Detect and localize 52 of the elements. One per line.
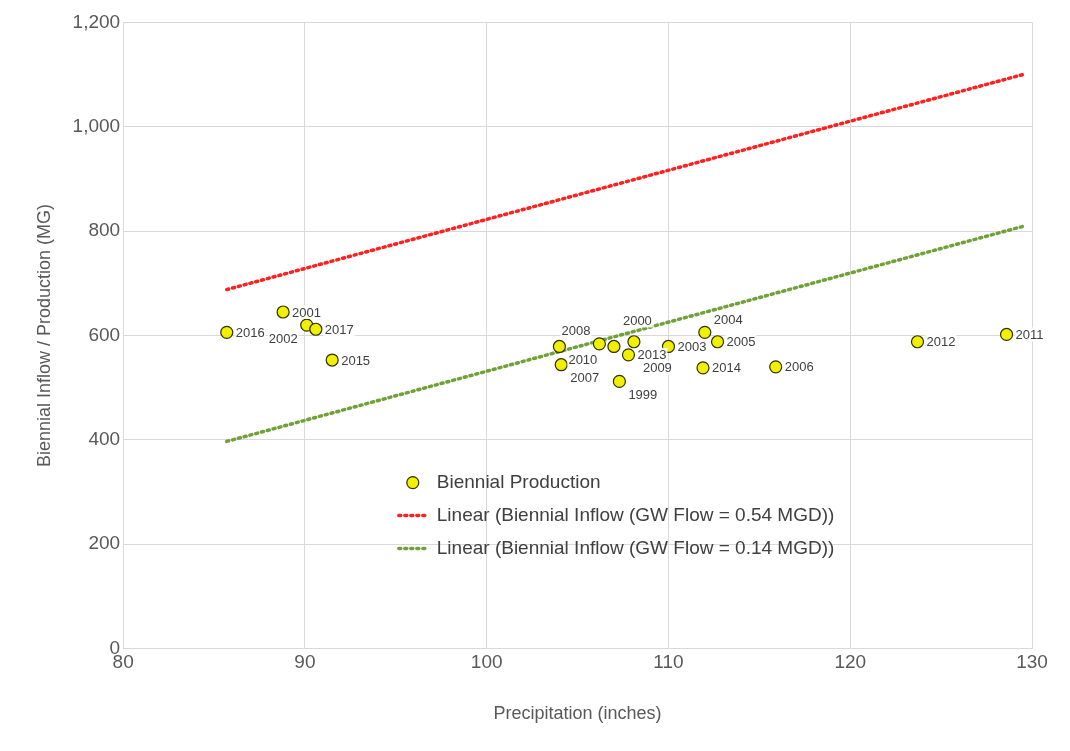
annotation: 2015 xyxy=(341,352,371,368)
point xyxy=(710,335,725,349)
x-tick-label: 110 xyxy=(653,651,684,673)
annotation: 2004 xyxy=(713,311,743,327)
y-tick-label: 400 xyxy=(88,428,121,450)
point xyxy=(607,339,621,354)
annotation: 2014 xyxy=(711,360,741,376)
annotation: 2001 xyxy=(292,304,322,320)
y-tick-label: 600 xyxy=(88,323,121,345)
annotation: 2000 xyxy=(622,313,652,329)
point xyxy=(592,337,606,351)
x-tick-label: 100 xyxy=(470,651,503,673)
point xyxy=(309,322,323,336)
annotation: 2005 xyxy=(726,334,756,350)
point xyxy=(910,335,925,349)
annotation: 2011 xyxy=(1015,327,1044,343)
annotation: 2008 xyxy=(561,323,591,339)
point xyxy=(552,339,566,354)
point xyxy=(276,305,290,319)
legend-label: Linear (Biennial Inflow (GW Flow = 0.14 MGD)) xyxy=(436,536,835,558)
point xyxy=(325,353,339,367)
y-tick-label: 1,000 xyxy=(72,115,121,136)
annotation: 2017 xyxy=(324,321,354,337)
annotation: 2002 xyxy=(268,330,298,346)
point xyxy=(554,358,568,372)
annotation: 2007 xyxy=(570,370,600,386)
annotation: 2006 xyxy=(784,359,814,375)
annotation: 2013 xyxy=(637,347,667,363)
annotation: 2010 xyxy=(568,352,598,368)
x-tick-label: 130 xyxy=(1016,651,1048,673)
point xyxy=(220,325,234,339)
y-tick-label: 1,200 xyxy=(72,10,121,32)
x-tick-label: 90 xyxy=(294,651,316,673)
annotation: 1999 xyxy=(628,387,658,402)
y-axis-title: Biennial Inflow / Production (MG) xyxy=(33,203,54,468)
point xyxy=(621,348,636,362)
x-tick-label: 120 xyxy=(834,651,867,673)
y-tick-label: 800 xyxy=(88,219,121,241)
legend-label: Linear (Biennial Inflow (GW Flow = 0.54 MGD)) xyxy=(436,503,835,525)
point xyxy=(769,360,783,374)
annotation: 2012 xyxy=(926,334,956,350)
y-tick-label: 200 xyxy=(88,532,121,554)
point xyxy=(999,327,1014,342)
annotation: 2016 xyxy=(235,324,265,340)
legend-label: Biennial Production xyxy=(436,470,601,492)
point xyxy=(627,335,641,349)
point xyxy=(612,374,626,389)
annotation: 2009 xyxy=(642,360,672,376)
x-axis-title: Precipitation (inches) xyxy=(493,703,662,724)
point xyxy=(696,361,710,375)
annotation: 2003 xyxy=(677,339,707,355)
point xyxy=(698,325,712,339)
